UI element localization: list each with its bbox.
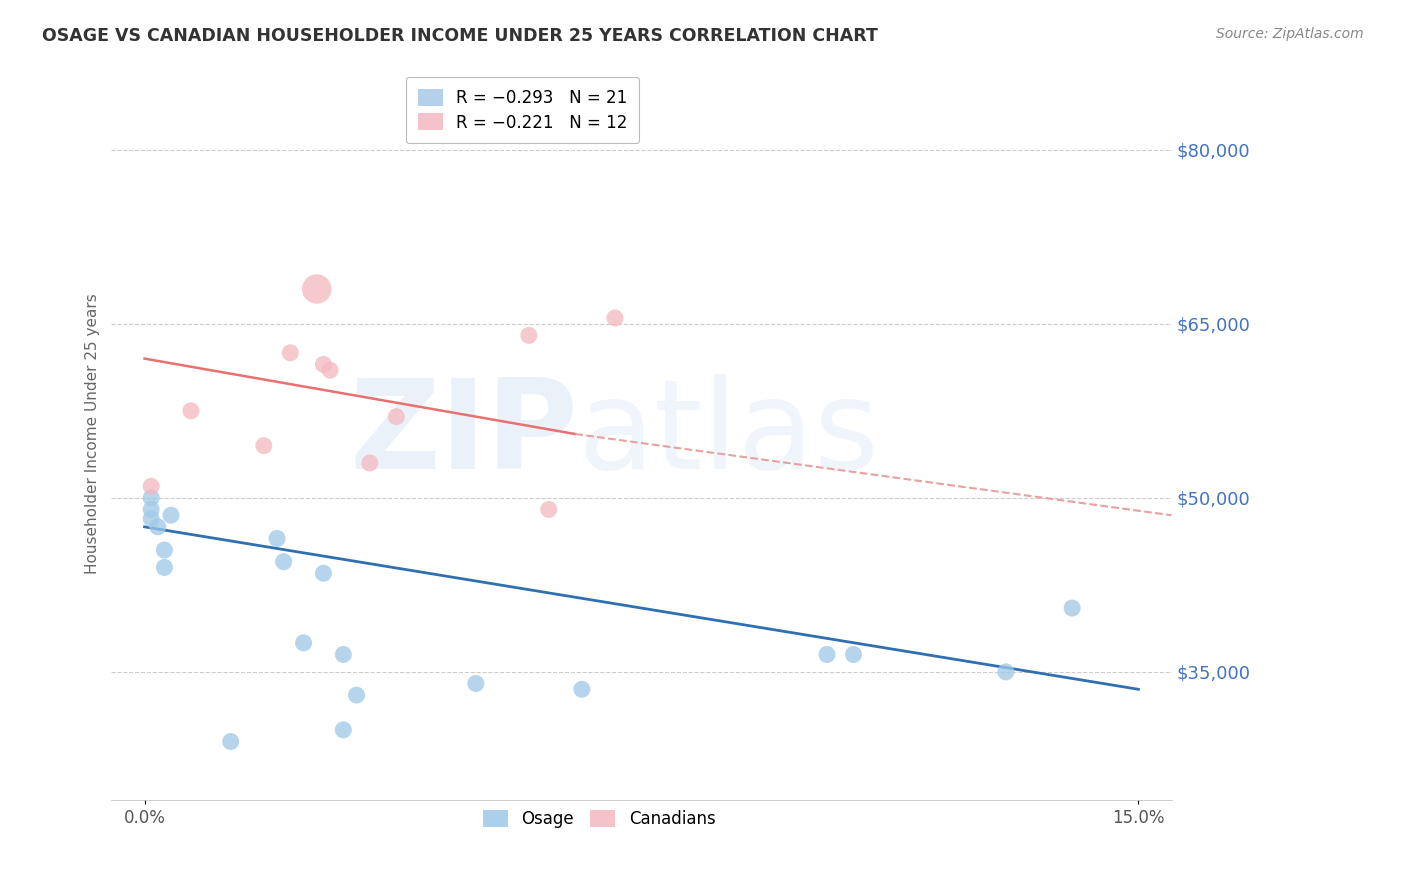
Point <box>153 543 176 558</box>
Point <box>537 502 560 516</box>
Point <box>319 363 342 377</box>
Point <box>278 346 301 360</box>
Point <box>1062 601 1084 615</box>
Point <box>346 688 368 702</box>
Point <box>292 636 315 650</box>
Legend: Osage, Canadians: Osage, Canadians <box>477 804 723 835</box>
Point <box>266 532 288 546</box>
Point <box>312 566 335 581</box>
Point <box>273 555 295 569</box>
Point <box>517 328 540 343</box>
Point <box>994 665 1017 679</box>
Text: Source: ZipAtlas.com: Source: ZipAtlas.com <box>1216 27 1364 41</box>
Point <box>312 358 335 372</box>
Point <box>180 404 202 418</box>
Point <box>603 310 626 325</box>
Point <box>332 648 354 662</box>
Point <box>141 502 163 516</box>
Text: ZIP: ZIP <box>349 374 578 494</box>
Point <box>141 491 163 505</box>
Point <box>842 648 865 662</box>
Point <box>141 512 163 526</box>
Point <box>153 560 176 574</box>
Point <box>815 648 838 662</box>
Point <box>385 409 408 424</box>
Point <box>332 723 354 737</box>
Point <box>219 734 242 748</box>
Point <box>160 508 183 523</box>
Point <box>571 682 593 697</box>
Point <box>359 456 381 470</box>
Point <box>141 479 163 493</box>
Point <box>146 520 169 534</box>
Point <box>253 439 276 453</box>
Text: atlas: atlas <box>578 374 880 494</box>
Text: OSAGE VS CANADIAN HOUSEHOLDER INCOME UNDER 25 YEARS CORRELATION CHART: OSAGE VS CANADIAN HOUSEHOLDER INCOME UND… <box>42 27 879 45</box>
Y-axis label: Householder Income Under 25 years: Householder Income Under 25 years <box>86 293 100 574</box>
Point <box>464 676 486 690</box>
Point <box>305 282 328 296</box>
